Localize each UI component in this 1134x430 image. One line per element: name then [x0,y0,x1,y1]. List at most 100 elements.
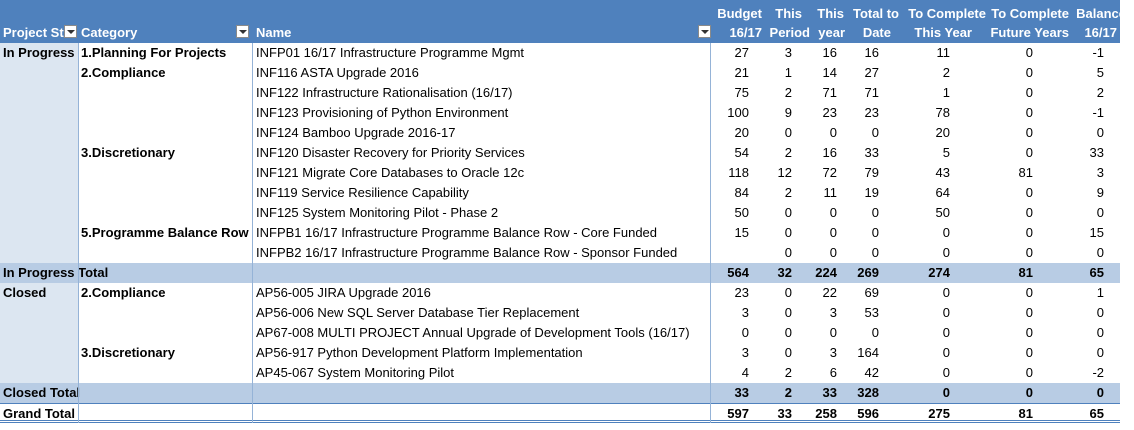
cell-to-complete-future: 0 [1025,365,1033,380]
cell-this-year: 224 [815,265,837,280]
status-filter-dropdown-icon[interactable] [64,25,77,38]
status-column-shading [0,63,78,83]
name-filter-dropdown-icon[interactable] [698,25,711,38]
cell-to-complete-this-year: 1 [942,85,950,100]
cell-category [81,123,253,143]
status-column-shading [0,303,78,323]
subtotal-row: In Progress Total 564 32 224 269 274 81 65 [0,263,1120,283]
table-row: INF124 Bamboo Upgrade 2016-17 20 0 0 0 20 0 0 [0,123,1120,143]
cell-this-year: 6 [829,365,837,380]
cell-category: 3.Discretionary [81,145,175,160]
cell-this-year: 0 [829,205,837,220]
cell-category [81,163,253,183]
cell-name: INF120 Disaster Recovery for Priority Se… [256,145,525,160]
cell-to-complete-this-year: 275 [928,406,950,421]
grand-total-row: Grand Total 597 33 258 596 275 81 65 [0,403,1120,423]
cell-name: INF123 Provisioning of Python Environmen… [256,105,509,120]
cell-status: In Progress [3,45,75,60]
status-column-shading [0,43,78,63]
cell-name: AP56-917 Python Development Platform Imp… [256,345,583,360]
cell-status: Closed [3,285,47,300]
header-row [0,0,1120,43]
status-column-shading [0,183,78,203]
cell-budget: 21 [734,65,749,80]
cell-status [3,323,77,343]
cell-to-complete-future: 81 [1018,406,1033,421]
divider-status [78,43,79,423]
status-column-shading [0,363,78,383]
category-filter-dropdown-icon[interactable] [236,25,249,38]
cell-balance: 5 [1096,65,1104,80]
cell-category [81,323,253,343]
cell-this-period: 0 [784,125,792,140]
cell-category [81,243,253,263]
cell-balance: 0 [1096,385,1104,400]
header-this-period-line1: This [775,6,802,21]
cell-this-year: 0 [829,245,837,260]
cell-budget: 27 [734,45,749,60]
cell-to-complete-future: 0 [1025,85,1033,100]
cell-to-complete-this-year: 0 [942,365,950,380]
cell-budget: 50 [734,205,749,220]
cell-total-to-date: 42 [864,365,879,380]
cell-category [81,183,253,203]
cell-to-complete-future: 0 [1025,305,1033,320]
cell-to-complete-future: 0 [1025,105,1033,120]
cell-status: In Progress Total [3,265,109,280]
header-to-complete-future-line2: Future Years [990,25,1069,40]
cell-to-complete-future: 0 [1025,325,1033,340]
cell-to-complete-future: 0 [1025,285,1033,300]
status-column-shading [0,243,78,263]
cell-name [256,404,708,424]
cell-status [3,183,77,203]
cell-to-complete-this-year: 0 [942,305,950,320]
cell-to-complete-future: 0 [1025,145,1033,160]
cell-to-complete-this-year: 5 [942,145,950,160]
header-balance-line1: Balance [1076,6,1126,21]
cell-status [3,363,77,383]
cell-total-to-date: 0 [871,225,879,240]
cell-this-period: 0 [784,205,792,220]
header-budget-line1: Budget [717,6,762,21]
cell-category [81,383,253,403]
status-column-shading [0,143,78,163]
cell-name: AP67-008 MULTI PROJECT Annual Upgrade of… [256,325,690,340]
cell-this-year: 14 [822,65,837,80]
cell-to-complete-future: 0 [1025,385,1033,400]
cell-this-year: 0 [829,325,837,340]
cell-total-to-date: 27 [864,65,879,80]
cell-balance: 3 [1096,165,1104,180]
cell-name: INF122 Infrastructure Rationalisation (1… [256,85,513,100]
cell-budget: 33 [734,385,749,400]
cell-balance: 9 [1096,185,1104,200]
cell-balance: 0 [1096,245,1104,260]
cell-total-to-date: 16 [864,45,879,60]
cell-balance: 0 [1096,205,1104,220]
cell-to-complete-future: 0 [1025,125,1033,140]
cell-balance: 65 [1089,406,1104,421]
cell-balance: -2 [1092,365,1104,380]
cell-name: INF116 ASTA Upgrade 2016 [256,65,419,80]
cell-total-to-date: 79 [864,165,879,180]
cell-total-to-date: 0 [871,245,879,260]
cell-budget: 15 [734,225,749,240]
status-column-shading [0,283,78,303]
cell-this-year: 22 [822,285,837,300]
cell-this-period: 2 [784,145,792,160]
cell-status [3,103,77,123]
cell-this-period: 2 [784,85,792,100]
cell-budget: 3 [741,345,749,360]
cell-category [81,303,253,323]
cell-to-complete-future: 0 [1025,185,1033,200]
cell-name: INFP01 16/17 Infrastructure Programme Mg… [256,45,525,60]
table-row: 2.Compliance INF116 ASTA Upgrade 2016 21 1 1… [0,63,1120,83]
cell-this-period: 2 [784,385,792,400]
cell-budget: 564 [727,265,749,280]
cell-total-to-date: 0 [871,325,879,340]
subtotal-row: Closed Total 33 2 33 328 0 0 0 [0,383,1120,403]
status-column-shading [0,83,78,103]
cell-to-complete-future: 81 [1018,165,1033,180]
cell-this-period: 0 [784,245,792,260]
status-column-shading [0,343,78,363]
